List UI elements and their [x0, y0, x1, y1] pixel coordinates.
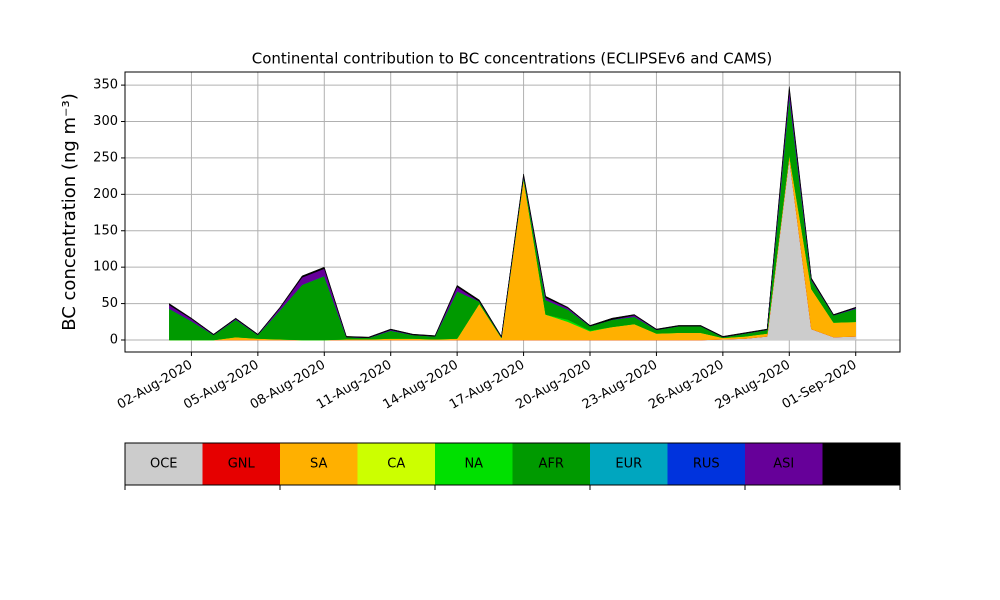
legend-swatch	[280, 443, 358, 485]
legend-label: OCE	[150, 457, 178, 472]
legend-swatch	[512, 443, 590, 485]
legend-label: ASI	[773, 457, 794, 472]
legend-swatch	[202, 443, 280, 485]
legend-swatch	[590, 443, 668, 485]
axes-frame	[124, 71, 901, 353]
legend-swatch	[745, 443, 823, 485]
legend-swatch	[435, 443, 513, 485]
legend-label: NA	[464, 457, 483, 472]
y-axis-label: BC concentration (ng m⁻³)	[59, 93, 80, 331]
y-tick-label: 0	[110, 332, 118, 347]
y-tick-label: 200	[93, 187, 118, 202]
legend-frame	[124, 442, 901, 486]
legend-swatch	[667, 443, 745, 485]
y-tick-label: 150	[93, 223, 118, 238]
legend-swatch	[357, 443, 435, 485]
y-tick-label: 300	[93, 114, 118, 129]
legend-label: RUS	[693, 457, 720, 472]
legend-swatch	[125, 443, 203, 485]
legend: OCE GNL SA CA NA AFR EUR RUS ASI AUS	[124, 442, 901, 490]
plot-area	[125, 72, 900, 352]
y-tick-label: 50	[101, 296, 118, 311]
y-tick-label: 250	[93, 150, 118, 165]
y-tick-label: 100	[93, 260, 118, 275]
legend-label: CA	[387, 457, 405, 472]
legend-label: SA	[310, 457, 327, 472]
chart-title: Continental contribution to BC concentra…	[252, 50, 773, 68]
legend-swatch	[822, 443, 900, 485]
legend-label: AUS	[848, 457, 875, 472]
y-tick-label: 350	[93, 78, 118, 93]
legend-label: GNL	[228, 457, 256, 472]
area	[169, 86, 856, 339]
legend-label: EUR	[615, 457, 642, 472]
legend-label: AFR	[539, 457, 564, 472]
